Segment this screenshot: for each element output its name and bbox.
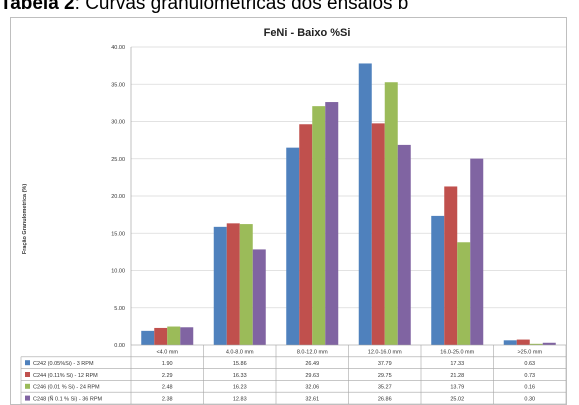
bar [226, 223, 240, 345]
legend-swatch [25, 360, 30, 366]
data-label: 32.06 [305, 385, 319, 391]
bar [470, 158, 484, 345]
data-label: 32.61 [305, 396, 319, 402]
data-label: 26.86 [378, 396, 392, 402]
chart-title: FeNi - Baixo %Si [264, 27, 351, 39]
bar [213, 226, 227, 345]
bar [457, 242, 471, 345]
bar [299, 124, 313, 345]
legend-entry: C248 (Ñ 0.1 % Si) - 36 RPM [33, 395, 102, 402]
bar [444, 186, 458, 345]
y-axis-label: Fração Granulometrica (%) [22, 184, 28, 254]
y-tick-label: 5.00 [114, 306, 125, 312]
bar [529, 343, 543, 345]
bar [542, 342, 556, 345]
chart-frame: FeNi - Baixo %Si Fração Granulometrica (… [10, 17, 567, 405]
data-table: <4.0 mm 4.0-8.0 mm 8.0-12.0 mm 12.0-16.0 mm… [20, 344, 566, 404]
x-tick-label: >25.0 mm [517, 349, 542, 355]
y-tick-label: 0.00 [114, 343, 125, 349]
bar [397, 144, 411, 345]
bar [167, 326, 181, 345]
bar [384, 82, 398, 346]
data-label: 35.27 [378, 385, 392, 391]
data-label: 0.16 [524, 385, 535, 391]
data-label: 16.33 [233, 373, 247, 379]
data-label: 29.75 [378, 373, 392, 379]
x-tick-label: 12.0-16.0 mm [368, 349, 402, 355]
data-label: 2.38 [162, 396, 173, 402]
y-tick-label: 30.00 [111, 120, 125, 126]
bar [312, 106, 326, 345]
y-tick-label: 25.00 [111, 157, 125, 163]
x-tick-label: 8.0-12.0 mm [297, 349, 328, 355]
y-tick-label: 35.00 [111, 82, 125, 88]
data-label: 1.90 [162, 361, 173, 367]
bar [325, 102, 339, 345]
chart-canvas: FeNi - Baixo %Si Fração Granulometrica (… [20, 27, 566, 404]
bar [154, 327, 168, 345]
legend-swatch [25, 372, 30, 377]
bar [141, 330, 155, 345]
x-tick-label: 4.0-8.0 mm [226, 349, 254, 355]
data-label: 17.33 [450, 361, 464, 367]
y-axis-ticks: 0.00 5.00 10.00 15.00 20.00 25.00 30.00 35.00 40… [111, 45, 125, 349]
data-label: 13.79 [450, 385, 464, 391]
data-label: 2.48 [162, 385, 173, 391]
bar [286, 147, 300, 345]
y-tick-label: 40.00 [111, 45, 125, 51]
y-tick-label: 10.00 [111, 269, 125, 275]
bar [358, 63, 372, 345]
data-label: 15.86 [233, 361, 247, 367]
caption-text: : Curvas granulométricas dos ensaios b [74, 0, 409, 14]
data-label: 12.83 [233, 396, 247, 402]
data-label: 37.79 [378, 361, 392, 367]
y-tick-label: 15.00 [111, 231, 125, 237]
legend-swatch [25, 383, 30, 389]
data-label: 0.63 [524, 361, 535, 367]
bar [516, 339, 530, 345]
data-label: 29.63 [305, 373, 319, 379]
bar [503, 340, 517, 345]
data-label: 16.23 [233, 385, 247, 391]
legend-entry: C244 (0.11% Si) - 12 RPM [33, 373, 98, 379]
bar [239, 224, 253, 345]
legend-entry: C246 (0.01 % Si) - 24 RPM [33, 385, 100, 391]
data-label: 0.30 [524, 396, 535, 402]
y-tick-label: 20.00 [111, 194, 125, 200]
bar [180, 327, 194, 345]
gridlines [130, 46, 566, 346]
data-label: 0.73 [524, 373, 535, 379]
x-tick-label: 16.0-25.0 mm [440, 349, 474, 355]
document-caption: Tabela 2: Curvas granulométricas dos ens… [0, 0, 579, 17]
bar [371, 123, 385, 345]
caption-label: Tabela 2 [0, 0, 75, 14]
bar [431, 215, 445, 345]
bar [252, 249, 266, 345]
data-label: 26.49 [305, 361, 319, 367]
data-label: 25.02 [450, 396, 464, 402]
x-tick-label: <4.0 mm [156, 349, 178, 355]
legend-swatch [25, 395, 30, 401]
bars [141, 63, 556, 346]
data-label: 2.29 [162, 373, 173, 379]
legend-entry: C242 (0.05%Si) - 3 RPM [33, 361, 94, 367]
data-label: 21.28 [450, 373, 464, 379]
